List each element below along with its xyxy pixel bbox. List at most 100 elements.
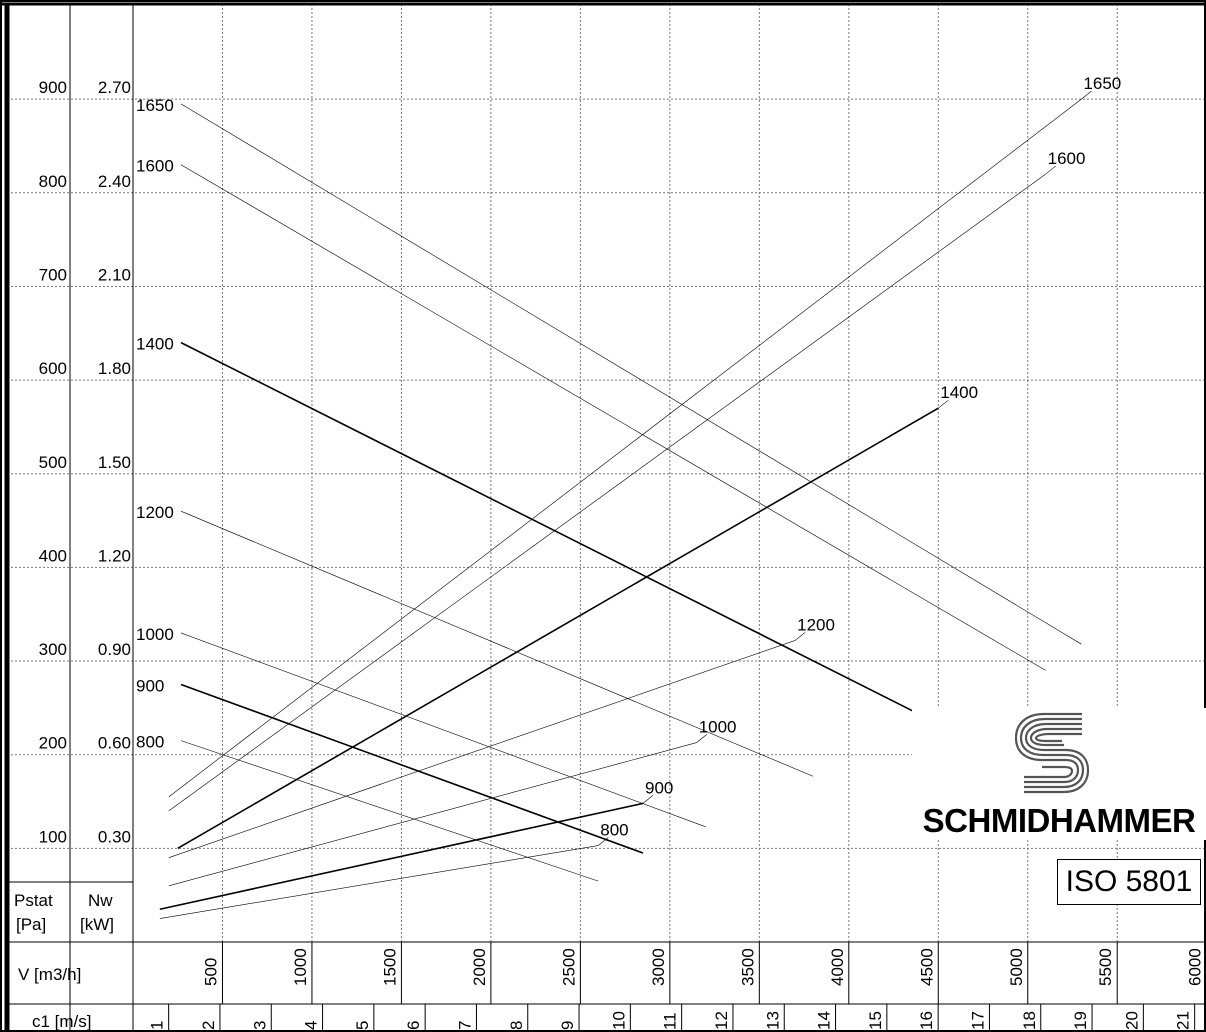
- power-curve-leader-800: [598, 837, 609, 846]
- c1-tick-label: 20: [1122, 1011, 1141, 1030]
- v-tick-label: 4000: [828, 948, 847, 986]
- pstat-tick-label: 100: [39, 827, 67, 846]
- c1-tick-label: 9: [558, 1021, 577, 1030]
- brand-name: SCHMIDHAMMER: [922, 802, 1196, 839]
- power-curve-800: [159, 845, 599, 919]
- nw-tick-label: 0.90: [98, 640, 131, 659]
- v-axis-label: V [m3/h]: [18, 965, 81, 984]
- c1-tick-label: 14: [815, 1011, 834, 1030]
- c1-tick-label: 11: [661, 1012, 680, 1030]
- c1-tick-label: 8: [507, 1021, 526, 1030]
- v-tick-label: 3500: [738, 948, 757, 986]
- pstat-tick-label: 300: [39, 640, 67, 659]
- pressure-curve-label-1400: 1400: [136, 335, 174, 354]
- power-curve-1000: [168, 742, 697, 887]
- power-curve-label-1650: 1650: [1083, 74, 1121, 93]
- pstat-label-line2: [Pa]: [16, 915, 46, 934]
- c1-tick-label: 4: [302, 1021, 321, 1030]
- c1-tick-label: 3: [250, 1021, 269, 1030]
- nw-label-line2: [kW]: [80, 915, 114, 934]
- power-curve-leader-1400: [938, 399, 949, 409]
- v-tick-label: 3000: [649, 948, 668, 986]
- c1-tick-label: 7: [455, 1021, 474, 1030]
- power-curve-label-1200: 1200: [797, 615, 835, 634]
- pstat-tick-label: 700: [39, 265, 67, 284]
- pressure-curve-900: [180, 683, 644, 854]
- pressure-curve-label-1000: 1000: [136, 625, 174, 644]
- v-tick-label: 5500: [1096, 948, 1115, 986]
- power-curve-label-1600: 1600: [1048, 149, 1086, 168]
- nw-tick-label: 2.70: [98, 78, 131, 97]
- pressure-curve-1200: [180, 510, 814, 777]
- grid-layer: [7, 4, 1206, 1032]
- nw-tick-label: 2.10: [98, 265, 131, 284]
- power-curve-1650: [168, 98, 1082, 798]
- power-curve-leader-1200: [794, 632, 806, 641]
- v-tick-label: 2000: [470, 948, 489, 986]
- c1-tick-label: 5: [353, 1021, 372, 1030]
- schmidhammer-logo: SCHMIDHAMMER: [912, 708, 1206, 840]
- c1-tick-label: 13: [763, 1011, 782, 1030]
- pstat-tick-label: 500: [39, 453, 67, 472]
- c1-tick-label: 1: [148, 1021, 167, 1030]
- v-tick-label: 1000: [291, 948, 310, 986]
- v-tick-label: 500: [201, 958, 220, 986]
- pstat-tick-label: 900: [39, 78, 67, 97]
- v-tick-label: 6000: [1186, 948, 1205, 986]
- power-curve-1600: [168, 173, 1046, 812]
- v-tick-label: 5000: [1007, 948, 1026, 986]
- c1-tick-label: 15: [866, 1011, 885, 1030]
- v-tick-label: 2500: [559, 948, 578, 986]
- nw-tick-label: 1.50: [98, 453, 131, 472]
- c1-tick-label: 2: [199, 1021, 218, 1030]
- pstat-tick-label: 200: [39, 734, 67, 753]
- nw-tick-label: 0.60: [98, 734, 131, 753]
- c1-tick-label: 17: [968, 1011, 987, 1030]
- v-tick-label: 4500: [917, 948, 936, 986]
- power-curve-label-900: 900: [645, 778, 673, 797]
- power-curve-leader-1650: [1081, 90, 1092, 100]
- pstat-tick-label: 400: [39, 546, 67, 565]
- c1-tick-label: 18: [1020, 1011, 1039, 1030]
- nw-tick-label: 1.80: [98, 359, 131, 378]
- c1-axis-label: c1 [m/s]: [32, 1012, 92, 1031]
- iso-standard-badge: ISO 5801: [1057, 859, 1201, 905]
- pressure-curve-1000: [180, 632, 706, 828]
- pstat-label-line1: Pstat: [14, 891, 53, 910]
- power-curve-leader-1000: [696, 734, 707, 743]
- c1-tick-label: 16: [917, 1011, 936, 1030]
- pressure-curve-label-1200: 1200: [136, 503, 174, 522]
- pstat-tick-label: 600: [39, 359, 67, 378]
- pressure-curve-800: [180, 740, 599, 882]
- power-curve-1400: [177, 407, 939, 850]
- nw-tick-label: 0.30: [98, 827, 131, 846]
- nw-label-line1: Nw: [88, 891, 113, 910]
- pressure-curve-1650: [180, 103, 1082, 645]
- pressure-curve-label-1650: 1650: [136, 96, 174, 115]
- pressure-curve-label-900: 900: [136, 676, 164, 695]
- pressure-curve-1600: [180, 164, 1046, 671]
- pressure-curve-label-1600: 1600: [136, 157, 174, 176]
- curve-layer: 800 900 1000 1200 1400 1600 1650 800 900 1000 1200…: [136, 74, 1121, 919]
- c1-tick-label: 6: [404, 1021, 423, 1030]
- c1-tick-label: 10: [609, 1011, 628, 1030]
- power-curve-label-800: 800: [600, 821, 628, 840]
- pressure-curve-1400: [180, 341, 939, 725]
- power-curve-1200: [168, 640, 796, 858]
- c1-tick-label: 19: [1071, 1011, 1090, 1030]
- nw-tick-label: 2.40: [98, 172, 131, 191]
- power-curve-label-1000: 1000: [699, 718, 737, 737]
- schmidhammer-s-logo-icon: [1014, 712, 1090, 794]
- pressure-curve-label-800: 800: [136, 733, 164, 752]
- power-curve-900: [159, 802, 644, 911]
- power-curve-leader-900: [642, 795, 654, 804]
- c1-tick-label: 21: [1174, 1011, 1193, 1030]
- axis-layer: Pstat [Pa] Nw [kW] V [m3/h] c1 [m/s] 100…: [14, 78, 1205, 1031]
- power-curve-label-1400: 1400: [940, 383, 978, 402]
- v-tick-label: 1500: [380, 948, 399, 986]
- power-curve-leader-1600: [1045, 165, 1056, 175]
- c1-tick-label: 12: [712, 1011, 731, 1030]
